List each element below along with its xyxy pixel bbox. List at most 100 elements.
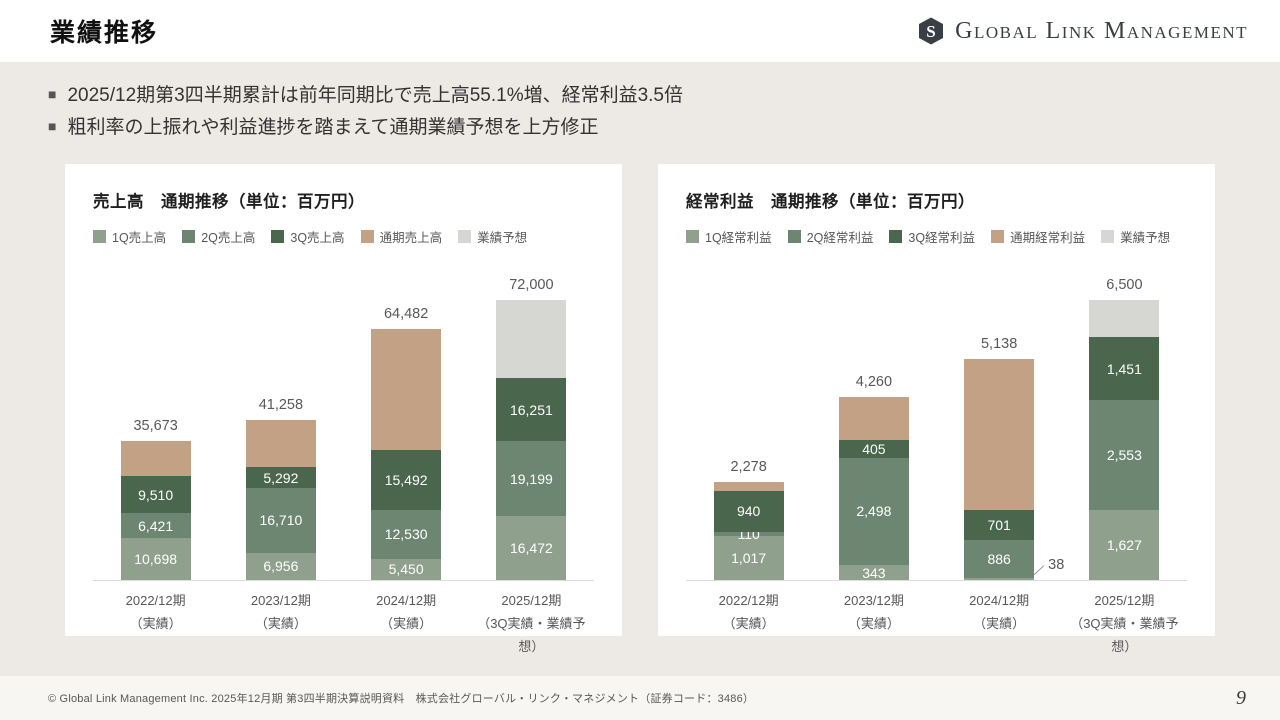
stacked-bar: 6,500 1,627 2,553 1,451: [1089, 277, 1160, 580]
bar-column: 4,260 343 2,498 405: [811, 252, 936, 580]
bar-segment: 940: [713, 491, 784, 532]
x-axis-label: 2025/12期 （3Q実績・業績予想）: [1070, 593, 1179, 654]
legend-label: 2Q経常利益: [806, 231, 874, 245]
bar-segment: 2,498: [838, 457, 909, 566]
x-axis-label: 2022/12期 （実績）: [718, 593, 779, 631]
segment-value-label: 886: [987, 551, 1011, 568]
legend-label: 3Q経常利益: [908, 231, 976, 245]
bar-segment: [496, 299, 567, 379]
legend-label: 3Q売上高: [290, 231, 345, 245]
legend-swatch: [889, 230, 903, 243]
legend-item: 2Q経常利益: [787, 227, 874, 246]
bar-column: 72,000 16,472 19,199 16,251: [469, 252, 594, 580]
summary-bullets: ■ 2025/12期第3四半期累計は前年同期比で売上高55.1%増、経常利益3.5…: [48, 79, 1280, 143]
x-axis-label: 2024/12期 （実績）: [969, 593, 1030, 631]
x-axis-label: 2023/12期 （実績）: [843, 593, 904, 631]
bar-segment: 19,199: [496, 441, 567, 516]
logo-text: Global Link Management: [955, 18, 1248, 44]
segment-value-label: 16,710: [259, 512, 303, 529]
bar-total-label: 41,258: [258, 396, 304, 413]
segment-value-label: 1,017: [731, 550, 767, 567]
legend-item: 3Q売上高: [271, 227, 345, 246]
bar-total-label: 35,673: [133, 418, 178, 435]
bar-segment: 16,251: [496, 378, 567, 442]
legend-item: 2Q売上高: [182, 227, 255, 246]
bar-segment: 15,492: [371, 449, 442, 511]
bullet-text: 粗利率の上振れや利益進捗を踏まえて通期業績予想を上方修正: [67, 117, 599, 138]
segment-value-label: 16,251: [509, 401, 553, 418]
segment-value-label: 405: [862, 440, 886, 457]
charts-row: 売上高 通期推移（単位：百万円） 1Q売上高 2Q売上高 3Q売上高 通期売上高 業績予…: [65, 164, 1215, 654]
legend-item: 1Q売上高: [93, 227, 166, 246]
legend-label: 通期経常利益: [1010, 231, 1086, 245]
bullet-line: ■ 粗利率の上振れや利益進捗を踏まえて通期業績予想を上方修正: [48, 111, 1280, 143]
legend-label: 業績予想: [477, 231, 528, 245]
legend-swatch: [787, 230, 801, 243]
x-axis-labels: 2022/12期 （実績） 2023/12期 （実績） 2024/12期 （実績） 2025…: [686, 590, 1187, 658]
revenue-chart-title: 売上高 通期推移（単位：百万円）: [93, 193, 365, 211]
bar-segment: [1089, 300, 1160, 338]
legend-label: 業績予想: [1120, 231, 1171, 245]
segment-value-label: 16,472: [509, 539, 553, 556]
chart-legend: 1Q売上高 2Q売上高 3Q売上高 通期売上高 業績予想: [93, 227, 594, 246]
header: 業績推移 S Global Link Management: [0, 0, 1280, 62]
legend-swatch: [360, 230, 374, 243]
bar-segment: 9,510: [120, 476, 191, 514]
x-axis-label: 2022/12期 （実績）: [125, 593, 186, 631]
bar-segment: 701: [964, 510, 1035, 541]
stacked-bar: 72,000 16,472 19,199 16,251: [496, 277, 567, 580]
legend-item: 3Q経常利益: [889, 227, 975, 246]
legend-item: 通期経常利益: [991, 227, 1085, 246]
bar-total-label: 4,260: [855, 373, 893, 390]
bullet-line: ■ 2025/12期第3四半期累計は前年同期比で売上高55.1%増、経常利益3.5…: [48, 79, 1280, 111]
bar-segment: 1,451: [1089, 337, 1160, 400]
bar-total-label: 5,138: [980, 335, 1018, 352]
segment-value-label: 343: [862, 564, 886, 581]
bar-segment: 343: [838, 564, 909, 581]
segment-value-label: 1,627: [1106, 536, 1142, 553]
legend-item: 業績予想: [458, 227, 527, 246]
legend-swatch: [182, 230, 196, 243]
chart-plot: 35,673 10,698 6,421 9,510 41,258 6,956 16,710 5…: [93, 252, 594, 581]
legend-item: 通期売上高: [360, 227, 442, 246]
bar-segment: [371, 329, 442, 450]
legend-swatch: [991, 230, 1005, 243]
segment-value-label: 10,698: [134, 551, 178, 568]
ordinary-profit-chart-panel: 経常利益 通期推移（単位：百万円） 1Q経常利益 2Q経常利益 3Q経常利益 通期経常…: [658, 164, 1215, 654]
segment-value-label: 19,199: [509, 470, 553, 487]
stacked-bar: 64,482 5,450 12,530 15,492: [371, 306, 442, 580]
bar-segment: [120, 441, 191, 477]
segment-value-label: 2,498: [856, 503, 892, 520]
bar-segment: 16,710: [245, 487, 316, 553]
ordinary-profit-chart-title: 経常利益 通期推移（単位：百万円）: [686, 193, 975, 211]
legend-label: 2Q売上高: [201, 231, 256, 245]
stacked-bar: 4,260 343 2,498 405: [838, 374, 909, 581]
legend-swatch: [686, 230, 699, 243]
stacked-bar: 35,673 10,698 6,421 9,510: [120, 418, 191, 580]
bar-column: 41,258 6,956 16,710 5,292: [218, 252, 343, 580]
legend-swatch: [93, 230, 106, 243]
segment-value-label: 15,492: [384, 472, 428, 489]
bar-segment: 886: [964, 540, 1035, 579]
svg-text:S: S: [926, 22, 935, 41]
legend-item: 業績予想: [1101, 227, 1170, 246]
bar-segment: [245, 419, 316, 468]
legend-label: 1Q売上高: [112, 231, 167, 245]
bar-segment: 6,956: [245, 552, 316, 580]
bar-total-label: 72,000: [509, 276, 554, 293]
revenue-chart-panel: 売上高 通期推移（単位：百万円） 1Q売上高 2Q売上高 3Q売上高 通期売上高 業績予…: [65, 164, 622, 654]
bar-segment: 6,421: [120, 513, 191, 539]
bar-segment: [964, 578, 1035, 580]
page-number: 9: [1236, 686, 1246, 709]
bar-column: 6,500 1,627 2,553 1,451: [1062, 252, 1187, 580]
bar-segment: 1,017: [713, 536, 784, 580]
legend-swatch: [1101, 230, 1115, 243]
stacked-bar: 2,278 1,017 110 940: [713, 459, 784, 580]
segment-value-label: 6,421: [138, 517, 174, 534]
legend-item: 1Q経常利益: [686, 227, 772, 246]
bar-segment: 5,450: [371, 558, 442, 580]
segment-value-label: 2,553: [1106, 446, 1142, 463]
bar-column: 5,138 38 886 701: [937, 252, 1064, 580]
bar-column: 2,278 1,017 110 940: [686, 252, 811, 580]
